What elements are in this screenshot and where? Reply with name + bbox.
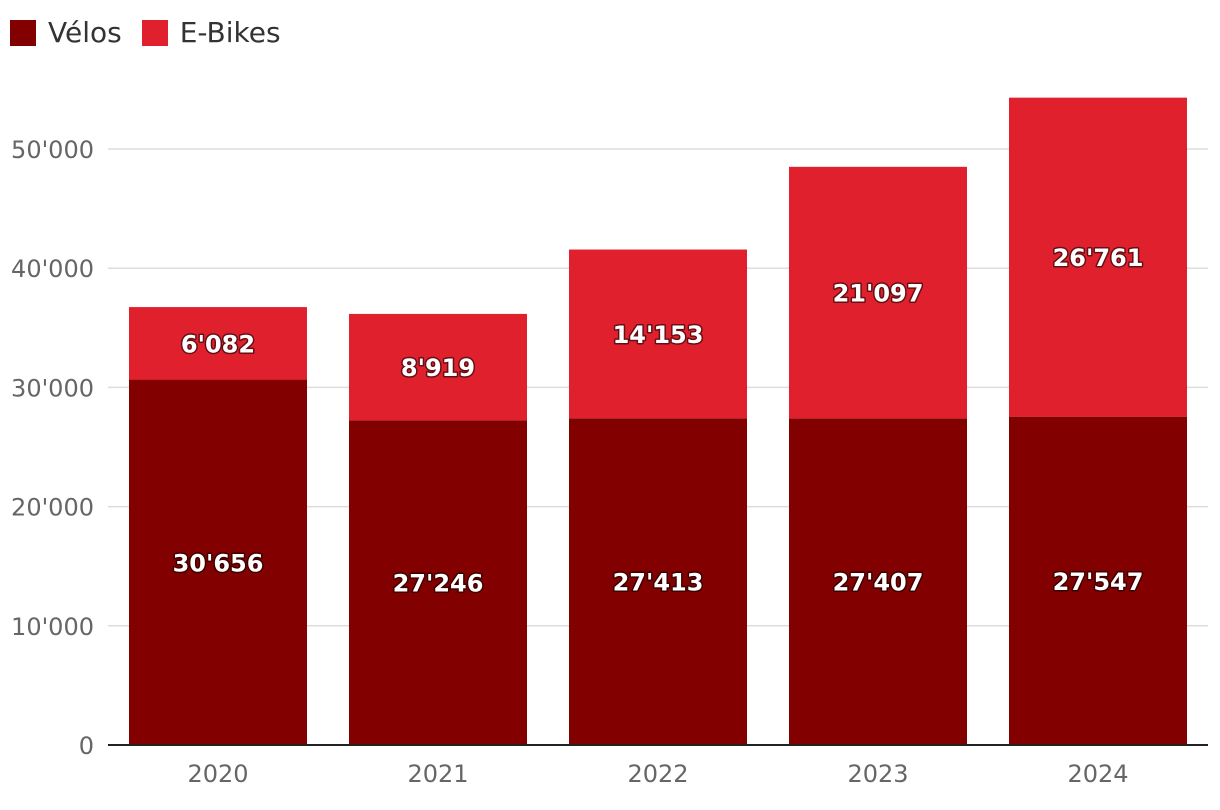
bar-ebikes bbox=[789, 166, 967, 419]
bar-ebikes bbox=[129, 307, 307, 380]
legend-swatch-velos bbox=[10, 19, 36, 46]
x-tick-label: 2024 bbox=[1067, 760, 1128, 788]
bar-velos bbox=[569, 418, 747, 745]
bar-ebikes bbox=[1009, 97, 1187, 417]
legend: Vélos E-Bikes bbox=[10, 16, 301, 49]
y-tick-label: 50'000 bbox=[11, 136, 94, 164]
data-label-velos: 27'547 bbox=[1053, 568, 1144, 596]
x-tick-label: 2020 bbox=[187, 760, 248, 788]
x-tick-label: 2023 bbox=[847, 760, 908, 788]
legend-swatch-ebikes bbox=[141, 19, 168, 46]
y-tick-label: 30'000 bbox=[11, 374, 94, 402]
data-label-ebikes: 26'761 bbox=[1053, 244, 1144, 272]
y-tick-label: 40'000 bbox=[11, 255, 94, 283]
bar-ebikes bbox=[569, 249, 747, 419]
data-label-ebikes: 21'097 bbox=[833, 280, 924, 308]
x-tick-label: 2022 bbox=[627, 760, 688, 788]
data-label-ebikes: 14'153 bbox=[613, 321, 704, 349]
data-label-velos: 27'407 bbox=[833, 569, 924, 597]
legend-item-ebikes: E-Bikes bbox=[141, 16, 281, 49]
legend-label-velos: Vélos bbox=[48, 16, 122, 49]
bar-ebikes bbox=[349, 313, 527, 421]
bar-velos bbox=[129, 379, 307, 745]
y-tick-label: 20'000 bbox=[11, 494, 94, 522]
bar-velos bbox=[1009, 416, 1187, 745]
data-label-velos: 27'246 bbox=[393, 570, 484, 598]
data-label-velos: 30'656 bbox=[173, 549, 264, 577]
bar-velos bbox=[349, 420, 527, 745]
x-tick-label: 2021 bbox=[407, 760, 468, 788]
legend-label-ebikes: E-Bikes bbox=[179, 16, 281, 49]
legend-item-velos: Vélos bbox=[10, 16, 122, 49]
y-tick-label: 0 bbox=[79, 732, 94, 760]
bar-velos bbox=[789, 418, 967, 745]
y-tick-label: 10'000 bbox=[11, 613, 94, 641]
data-label-velos: 27'413 bbox=[613, 569, 704, 597]
data-label-ebikes: 8'919 bbox=[401, 354, 475, 382]
data-label-ebikes: 6'082 bbox=[181, 330, 255, 358]
